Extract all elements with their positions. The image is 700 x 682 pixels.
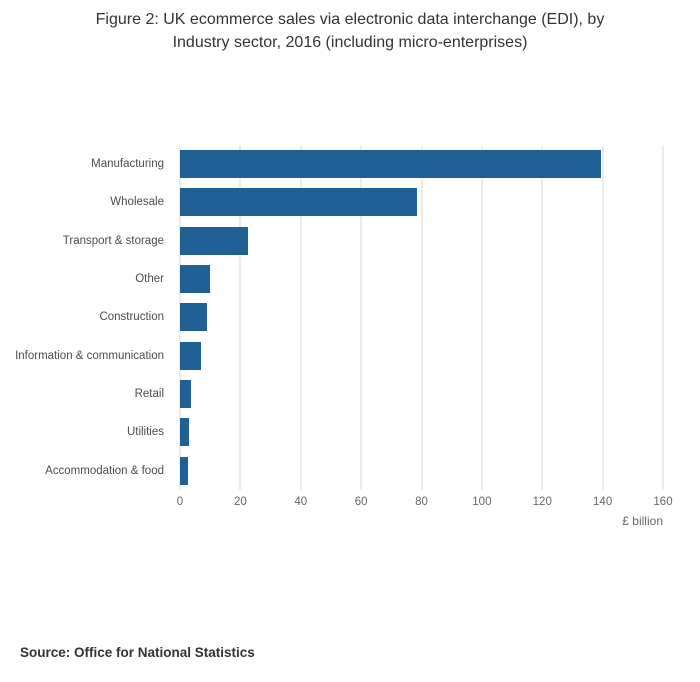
bar-row (180, 452, 663, 490)
bar-row (180, 413, 663, 451)
x-tick-label: 60 (354, 496, 368, 508)
x-tick-label: 100 (472, 496, 492, 508)
source-note: Source: Office for National Statistics (20, 645, 255, 660)
bar-row (180, 298, 663, 336)
bar-row (180, 145, 663, 183)
category-label: Manufacturing (91, 158, 164, 171)
bar-row (180, 375, 663, 413)
category-label: Construction (99, 311, 164, 324)
gridline (602, 145, 604, 490)
x-tick-label: 160 (653, 496, 673, 508)
x-axis-ticks: 0 20 40 60 80 100 120 140 160 (176, 496, 673, 512)
x-tick-label: 80 (415, 496, 428, 508)
category-label: Other (135, 273, 164, 286)
bar-row (180, 183, 663, 221)
chart-title-line1: Figure 2: UK ecommerce sales via electro… (95, 11, 605, 28)
plot-area (179, 145, 664, 490)
bar (180, 303, 208, 332)
bar (180, 265, 211, 294)
bar-row (180, 260, 663, 298)
bar (180, 341, 202, 370)
x-tick-label: 0 (176, 496, 184, 508)
category-label: Retail (134, 388, 164, 401)
x-tick-label: 120 (532, 496, 552, 508)
gridline (300, 145, 302, 490)
y-axis-labels: Manufacturing Wholesale Transport & storag… (0, 145, 172, 490)
bar (180, 418, 190, 447)
gridline (541, 145, 543, 490)
category-label: Accommodation & food (45, 464, 164, 477)
category-label: Information & communication (15, 349, 164, 362)
category-label: Transport & storage (62, 234, 164, 247)
chart-title-line2: Industry sector, 2016 (including micro-e… (172, 34, 528, 51)
bar (180, 150, 602, 179)
gridline (360, 145, 362, 490)
bar-row (180, 337, 663, 375)
chart-title: Figure 2: UK ecommerce sales via electro… (0, 8, 700, 54)
gridline (662, 145, 664, 490)
bar-row (180, 222, 663, 260)
bar-rows (180, 145, 663, 490)
category-label: Utilities (126, 426, 164, 439)
bar (180, 456, 188, 485)
x-tick-label: 20 (233, 496, 247, 508)
x-tick-label: 140 (593, 496, 613, 508)
x-axis-label: £ billion (622, 514, 663, 528)
bar (180, 380, 191, 409)
category-label: Wholesale (110, 196, 164, 209)
gridline (481, 145, 483, 490)
bar (180, 188, 417, 217)
gridline (239, 145, 241, 490)
gridline (421, 145, 422, 490)
bar (180, 226, 248, 255)
x-tick-label: 40 (294, 496, 308, 508)
